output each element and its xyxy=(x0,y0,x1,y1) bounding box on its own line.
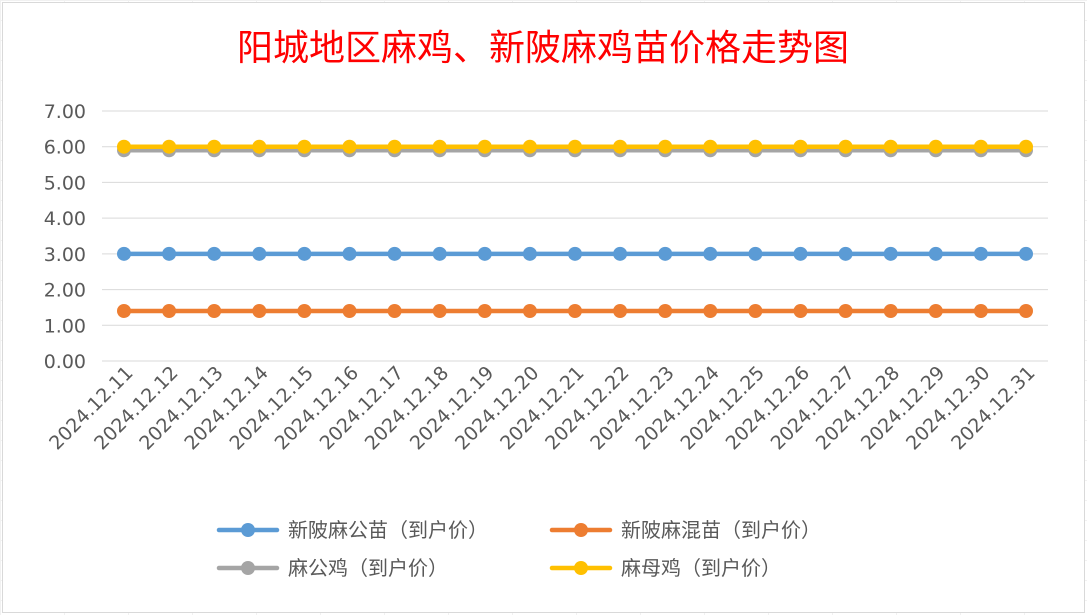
data-point xyxy=(703,304,718,318)
data-point xyxy=(973,139,988,154)
data-point xyxy=(748,246,763,261)
data-point xyxy=(252,304,267,318)
legend-swatch-marker xyxy=(574,523,588,537)
data-point xyxy=(252,246,267,261)
data-point xyxy=(613,304,628,318)
data-point xyxy=(658,246,673,261)
data-point xyxy=(928,139,943,154)
data-point xyxy=(838,304,853,318)
data-point xyxy=(1019,246,1033,261)
data-point xyxy=(748,304,763,318)
data-point xyxy=(477,304,492,318)
chart-title: 阳城地区麻鸡、新陂麻鸡苗价格走势图 xyxy=(237,28,849,69)
legend-label: 麻公鸡（到户价） xyxy=(288,556,448,580)
data-point xyxy=(117,139,131,154)
data-point xyxy=(117,246,131,261)
legend-label: 新陂麻公苗（到户价） xyxy=(288,518,488,542)
legend-swatch-marker xyxy=(574,561,588,575)
data-point xyxy=(387,246,402,261)
data-point xyxy=(297,246,312,261)
data-point xyxy=(162,304,177,318)
data-point xyxy=(297,139,312,154)
y-tick-label: 2.00 xyxy=(44,280,86,302)
legend-item: 麻公鸡（到户价） xyxy=(216,556,448,580)
y-tick-label: 7.00 xyxy=(44,101,86,123)
y-tick-label: 1.00 xyxy=(44,315,86,337)
data-point xyxy=(973,246,988,261)
data-point xyxy=(1019,139,1033,154)
legend-label: 麻母鸡（到户价） xyxy=(621,556,781,580)
data-point xyxy=(432,139,447,154)
legend-item: 麻母鸡（到户价） xyxy=(549,556,781,580)
data-point xyxy=(522,139,537,154)
data-point xyxy=(387,304,402,318)
y-tick-label: 0.00 xyxy=(44,351,86,373)
x-axis: 2024.12.112024.12.122024.12.132024.12.14… xyxy=(45,362,1039,454)
data-point xyxy=(793,246,808,261)
data-point xyxy=(613,246,628,261)
data-point xyxy=(568,246,582,261)
series-4 xyxy=(117,139,1033,154)
data-point xyxy=(793,304,808,318)
data-point xyxy=(838,246,853,261)
data-point xyxy=(928,304,943,318)
data-point xyxy=(703,246,718,261)
data-point xyxy=(207,139,222,154)
data-point xyxy=(297,304,312,318)
legend-item: 新陂麻混苗（到户价） xyxy=(549,518,821,542)
data-point xyxy=(342,246,357,261)
data-point xyxy=(207,246,222,261)
data-point xyxy=(658,304,673,318)
data-point xyxy=(162,139,177,154)
data-point xyxy=(973,304,988,318)
data-point xyxy=(883,246,898,261)
data-point xyxy=(477,246,492,261)
data-point xyxy=(568,304,582,318)
data-point xyxy=(883,139,898,154)
data-point xyxy=(477,139,492,154)
legend-swatch-marker xyxy=(241,523,255,537)
data-point xyxy=(162,246,177,261)
data-point xyxy=(568,139,582,154)
data-point xyxy=(522,304,537,318)
y-tick-label: 4.00 xyxy=(44,208,86,230)
y-tick-label: 6.00 xyxy=(44,137,86,159)
data-point xyxy=(252,139,267,154)
legend-label: 新陂麻混苗（到户价） xyxy=(621,518,821,542)
legend: 新陂麻公苗（到户价） 新陂麻混苗（到户价） 麻公鸡（到户价） 麻母鸡（到户价） xyxy=(216,518,821,580)
series-2 xyxy=(117,304,1033,318)
data-point xyxy=(387,139,402,154)
data-point xyxy=(432,304,447,318)
data-point xyxy=(1019,304,1033,318)
data-point xyxy=(703,139,718,154)
y-axis: 0.00 1.00 2.00 3.00 4.00 5.00 6.00 7.00 xyxy=(44,101,86,373)
y-tick-label: 3.00 xyxy=(44,244,86,266)
series-1 xyxy=(117,246,1033,261)
series-group xyxy=(117,139,1033,318)
legend-swatch-marker xyxy=(241,561,255,575)
data-point xyxy=(342,139,357,154)
data-point xyxy=(613,139,628,154)
data-point xyxy=(117,304,131,318)
data-point xyxy=(342,304,357,318)
data-point xyxy=(658,139,673,154)
data-point xyxy=(928,246,943,261)
data-point xyxy=(432,246,447,261)
data-point xyxy=(883,304,898,318)
y-tick-label: 5.00 xyxy=(44,172,86,194)
legend-item: 新陂麻公苗（到户价） xyxy=(216,518,488,542)
data-point xyxy=(207,304,222,318)
data-point xyxy=(793,139,808,154)
data-point xyxy=(838,139,853,154)
data-point xyxy=(748,139,763,154)
data-point xyxy=(522,246,537,261)
